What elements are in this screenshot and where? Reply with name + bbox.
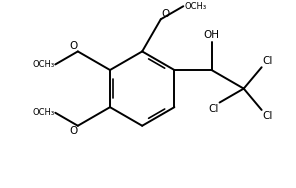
Text: O: O	[69, 41, 77, 51]
Text: OCH₃: OCH₃	[32, 108, 54, 117]
Text: OH: OH	[204, 30, 220, 40]
Text: OCH₃: OCH₃	[184, 2, 207, 11]
Text: Cl: Cl	[263, 56, 273, 66]
Text: O: O	[161, 9, 170, 19]
Text: Cl: Cl	[263, 111, 273, 121]
Text: OCH₃: OCH₃	[32, 60, 54, 69]
Text: O: O	[69, 126, 77, 136]
Text: Cl: Cl	[208, 104, 218, 114]
